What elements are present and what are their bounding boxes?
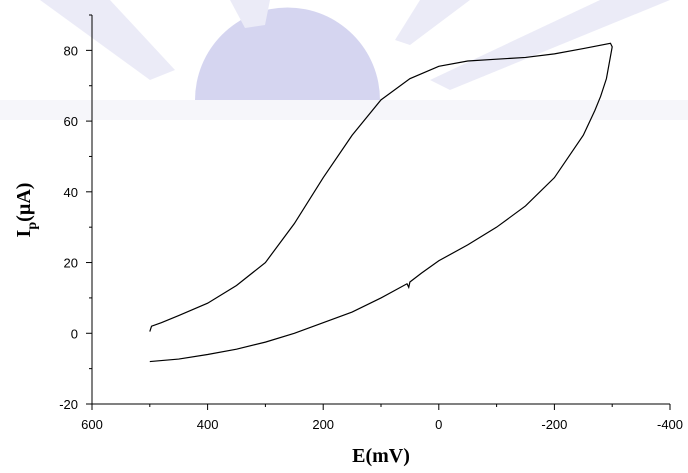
y-label-unit: (µA) — [13, 183, 35, 222]
x-tick-label: 200 — [312, 417, 334, 432]
watermark-band — [0, 100, 688, 120]
watermark-ray — [430, 0, 670, 90]
x-axis-label: E(mV) — [352, 445, 410, 467]
x-tick-label: -400 — [657, 417, 683, 432]
data-line — [149, 42, 613, 363]
watermark — [0, 0, 688, 120]
y-tick-label: 20 — [64, 256, 78, 271]
y-axis-label: Ip(µA) — [13, 183, 40, 238]
y-tick-label: 60 — [64, 114, 78, 129]
y-label-sub: p — [25, 222, 40, 230]
y-tick-label: 80 — [64, 43, 78, 58]
watermark-ray — [40, 0, 175, 80]
x-tick-label: 600 — [81, 417, 103, 432]
watermark-sun — [195, 7, 380, 100]
watermark-ray — [230, 0, 270, 28]
y-label-main: I — [13, 229, 35, 237]
x-tick-label: 400 — [197, 417, 219, 432]
y-tick-label: -20 — [59, 397, 78, 412]
x-tick-label: 0 — [435, 417, 442, 432]
y-tick-label: 0 — [71, 326, 78, 341]
watermark-ray — [395, 0, 470, 45]
x-tick-label: -200 — [541, 417, 567, 432]
y-tick-label: 40 — [64, 185, 78, 200]
